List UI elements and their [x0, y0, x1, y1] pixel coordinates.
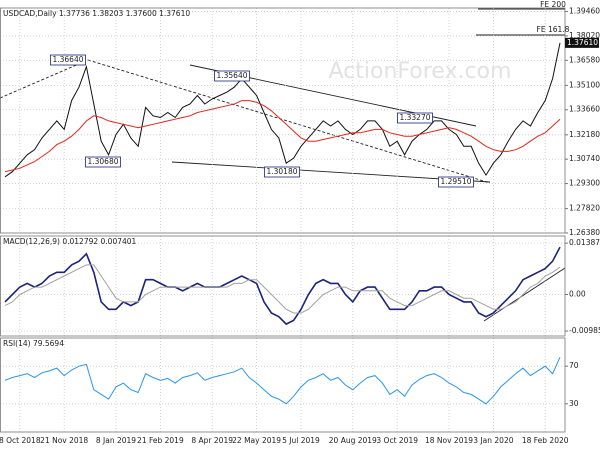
- y-tick-label: 1.32180: [569, 130, 600, 139]
- y-tick-label: 1.27820: [569, 204, 600, 213]
- annotation-box: [85, 156, 121, 168]
- y-tick-label: -0.00985: [569, 326, 600, 335]
- x-tick-label: 20 Aug 2019: [329, 436, 377, 445]
- series-line: [4, 356, 561, 405]
- y-tick-label: 1.30740: [569, 154, 600, 163]
- x-tick-label: 22 May 2019: [232, 436, 281, 445]
- y-tick-label: 1.36580: [569, 55, 600, 64]
- y-tick-label: 1.26380: [569, 228, 600, 237]
- series-line: [4, 100, 561, 173]
- series-line: [4, 264, 561, 314]
- last-price-box: [565, 37, 599, 48]
- x-tick-label: 18 Feb 2020: [522, 436, 569, 445]
- annotation-box: [397, 112, 433, 124]
- panel-frame: [0, 235, 566, 337]
- annotation: 1.30680: [87, 157, 118, 166]
- y-tick-label: 30: [569, 399, 579, 408]
- y-tick-label: 0.01387: [569, 238, 600, 247]
- watermark: ActionForex.com: [329, 59, 512, 84]
- series-line: [4, 42, 561, 178]
- annotation: FE 200: [540, 0, 566, 9]
- annotation-box: [438, 176, 474, 188]
- x-tick-label: 8 Oct 2018: [0, 436, 41, 445]
- annotation: 1.30180: [266, 167, 297, 176]
- trend-line: [0, 59, 89, 99]
- x-tick-label: 8 Jan 2019: [96, 436, 136, 445]
- panel-title: RSI(14) 79.5694: [3, 339, 64, 348]
- trend-line: [171, 161, 491, 183]
- annotation: FE 161.8: [537, 25, 570, 34]
- trend-line: [87, 59, 491, 184]
- panel-frame: [0, 337, 566, 433]
- x-tick-label: 5 Jul 2019: [282, 436, 320, 445]
- y-tick-label: 1.38020: [569, 31, 600, 40]
- x-tick-label: 8 Apr 2019: [191, 436, 233, 445]
- y-tick-label: 70: [569, 361, 579, 370]
- trend-line: [483, 267, 566, 322]
- annotation-box: [50, 54, 86, 66]
- annotation-box: [214, 70, 250, 82]
- x-tick-label: 18 Nov 2019: [425, 436, 473, 445]
- annotation: 1.33270: [399, 113, 430, 122]
- series-line: [4, 246, 561, 326]
- annotation-box: [264, 166, 300, 178]
- y-tick-label: 1.29300: [569, 179, 600, 188]
- x-tick-label: 21 Nov 2018: [40, 436, 88, 445]
- annotation: 1.29510: [440, 177, 471, 186]
- annotation: 1.36640: [52, 55, 83, 64]
- panel-title: MACD(12,26,9) 0.012792 0.007401: [3, 237, 137, 246]
- last-price-label: 1.37610: [567, 38, 598, 47]
- panel-frame: [0, 7, 566, 234]
- x-tick-label: 21 Feb 2019: [137, 436, 184, 445]
- panel-title: USDCAD,Daily 1.37736 1.38203 1.37600 1.3…: [3, 9, 190, 18]
- x-tick-label: 3 Jan 2020: [473, 436, 513, 445]
- x-tick-label: 3 Oct 2019: [376, 436, 418, 445]
- y-tick-label: 1.39460: [569, 7, 600, 16]
- y-tick-label: 1.33660: [569, 105, 600, 114]
- y-tick-label: 1.35100: [569, 80, 600, 89]
- annotation: 1.35640: [216, 71, 247, 80]
- y-tick-label: 0.00: [569, 290, 586, 299]
